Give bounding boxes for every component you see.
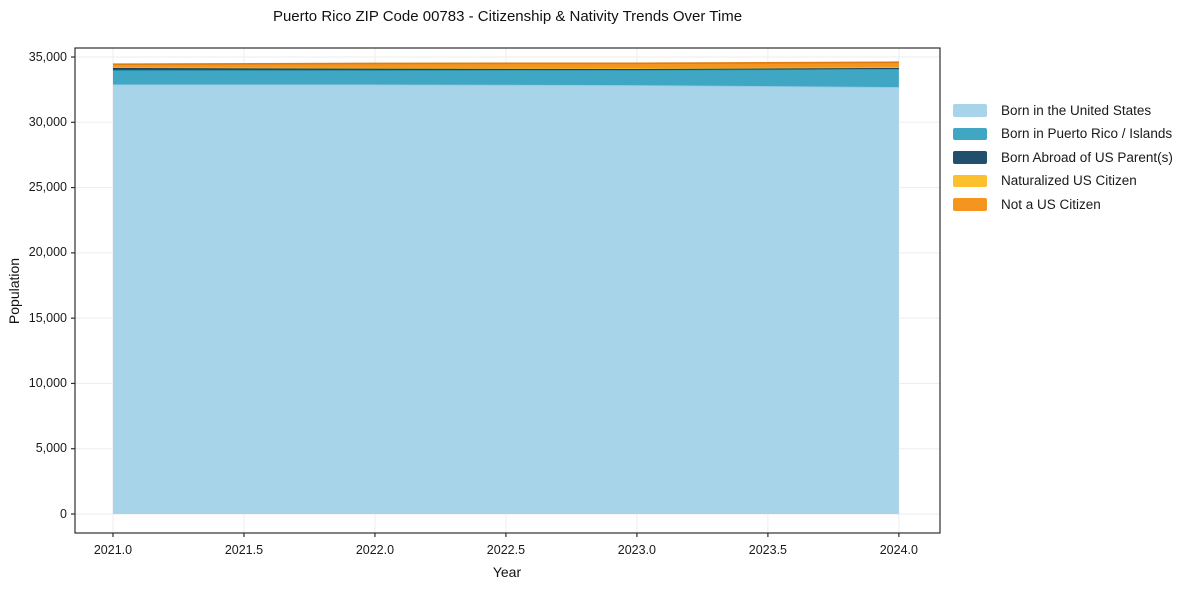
ytick-label: 10,000 (28, 375, 67, 390)
legend-item-born-in-puerto-rico-islands: Born in Puerto Rico / Islands (953, 126, 1173, 142)
area-band-born-in-puerto-rico-islands (112, 68, 899, 88)
legend-item-born-abroad-of-us-parent-s: Born Abroad of US Parent(s) (953, 149, 1173, 165)
chart-title: Puerto Rico ZIP Code 00783 - Citizenship… (272, 8, 743, 25)
xtick-label: 2023.5 (748, 543, 787, 557)
xtick-label: 2024.0 (879, 543, 918, 557)
xtick-label: 2022.5 (486, 543, 526, 557)
legend-swatch-icon (953, 104, 987, 117)
ytick-label: 15,000 (28, 310, 67, 325)
xtick-label: 2023.0 (617, 543, 657, 557)
x-axis-label: Year (492, 564, 522, 580)
legend: Born in the United States Born in Puerto … (953, 102, 1173, 212)
xtick-label: 2022.0 (355, 543, 395, 557)
plot-border (74, 47, 941, 534)
xtick-label: 2021.5 (224, 543, 264, 557)
legend-label: Born in Puerto Rico / Islands (1001, 126, 1173, 142)
legend-swatch-icon (953, 127, 987, 140)
tick-marks (71, 56, 900, 537)
legend-swatch-icon (953, 174, 987, 187)
ytick-label: 35,000 (28, 49, 67, 64)
area-edge-not-a-us-citizen (112, 61, 899, 65)
ytick-label: 30,000 (28, 114, 67, 129)
area-band-born-in-the-united-states (112, 84, 899, 515)
ytick-label: 5,000 (35, 441, 67, 456)
legend-item-naturalized-us-citizen: Naturalized US Citizen (953, 173, 1173, 189)
legend-label: Born in the United States (1001, 102, 1152, 118)
ytick-label: 20,000 (28, 245, 67, 260)
legend-label: Naturalized US Citizen (1001, 173, 1137, 189)
legend-swatch-icon (953, 198, 987, 211)
legend-item-born-in-the-united-states: Born in the United States (953, 102, 1173, 118)
legend-label: Born Abroad of US Parent(s) (1001, 149, 1173, 165)
y-axis-label: Population (6, 257, 22, 325)
legend-label: Not a US Citizen (1001, 196, 1101, 212)
ytick-label: 0 (60, 506, 67, 521)
ytick-label: 25,000 (28, 180, 67, 195)
xtick-label: 2021.0 (93, 543, 133, 557)
legend-swatch-icon (953, 151, 987, 164)
legend-item-not-a-us-citizen: Not a US Citizen (953, 196, 1173, 212)
stacked-area-series (112, 61, 899, 515)
